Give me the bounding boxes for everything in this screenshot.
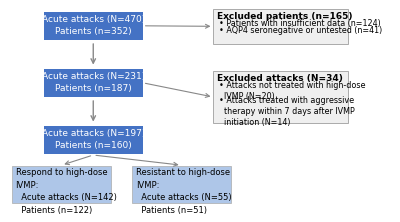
FancyBboxPatch shape — [44, 12, 143, 40]
Text: Acute attacks (N=470)
Patients (n=352): Acute attacks (N=470) Patients (n=352) — [42, 15, 145, 36]
Text: • Attacks treated with aggressive
  therapy within 7 days after IVMP
  initiatio: • Attacks treated with aggressive therap… — [219, 96, 354, 127]
Text: Excluded patients (n=165): Excluded patients (n=165) — [217, 12, 352, 21]
Text: • Patients with insufficient data (n=124): • Patients with insufficient data (n=124… — [219, 19, 380, 28]
Text: • AQP4 seronegative or untested (n=41): • AQP4 seronegative or untested (n=41) — [219, 26, 382, 36]
Text: • Attacks not treated with high-dose
  IVMP (N=20): • Attacks not treated with high-dose IVM… — [219, 81, 365, 101]
Text: Acute attacks (N=197)
Patients (n=160): Acute attacks (N=197) Patients (n=160) — [42, 129, 145, 150]
Text: Acute attacks (N=231)
Patients (n=187): Acute attacks (N=231) Patients (n=187) — [42, 72, 145, 93]
Text: Resistant to high-dose
IVMP:
  Acute attacks (N=55)
  Patients (n=51): Resistant to high-dose IVMP: Acute attac… — [136, 168, 231, 215]
FancyBboxPatch shape — [132, 166, 231, 203]
FancyBboxPatch shape — [12, 166, 111, 203]
Text: Respond to high-dose
IVMP:
  Acute attacks (N=142)
  Patients (n=122): Respond to high-dose IVMP: Acute attacks… — [16, 168, 116, 215]
FancyBboxPatch shape — [213, 71, 348, 123]
Text: Excluded attacks (N=34): Excluded attacks (N=34) — [217, 74, 343, 83]
FancyBboxPatch shape — [213, 8, 348, 44]
FancyBboxPatch shape — [44, 69, 143, 97]
FancyBboxPatch shape — [44, 125, 143, 154]
